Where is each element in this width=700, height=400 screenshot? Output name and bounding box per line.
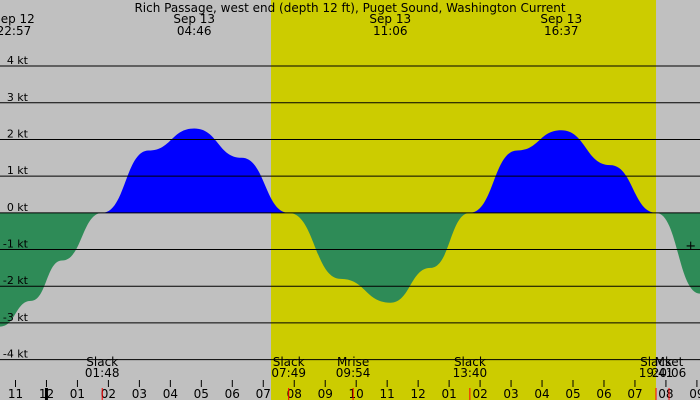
hour-label: 04 (534, 387, 549, 400)
extreme-time: 11:06 (373, 24, 408, 38)
event-name: Mrise (337, 355, 369, 369)
y-tick-label: 0 kt (7, 201, 29, 214)
ebb-area (0, 212, 103, 327)
event-time: 01:48 (85, 366, 120, 380)
event-time: 09:54 (336, 366, 371, 380)
event-name: Slack (86, 355, 118, 369)
extreme-date: Sep 12 (0, 12, 35, 26)
event-time: 19:41 (639, 366, 674, 380)
event-name: Slack (273, 355, 305, 369)
extreme-date: Sep 13 (369, 12, 411, 26)
hour-label: 03 (132, 387, 147, 400)
hour-label: 09 (318, 387, 333, 400)
hour-label: 01 (441, 387, 456, 400)
y-tick-label: 1 kt (7, 164, 29, 177)
current-areas (0, 128, 700, 327)
event-labels: Slack01:48Slack07:49Mrise09:54Slack13:40… (85, 355, 686, 380)
hour-label: 11 (380, 387, 395, 400)
hour-label: 05 (194, 387, 209, 400)
y-tick-label: 3 kt (7, 91, 29, 104)
y-tick-label: 4 kt (7, 54, 29, 67)
y-tick-label: 2 kt (7, 127, 29, 140)
hour-axis: 1112010203040506070809101112010203040506… (8, 380, 700, 400)
event-time: 07:49 (271, 366, 306, 380)
hour-label: 02 (101, 387, 116, 400)
hour-label: 09 (689, 387, 700, 400)
ebb-area (288, 212, 470, 303)
flood-area (102, 128, 289, 213)
event-name: Slack (454, 355, 486, 369)
ebb-area (656, 212, 700, 294)
gridlines (0, 65, 700, 361)
extreme-time: 16:37 (544, 24, 579, 38)
hour-label: 02 (472, 387, 487, 400)
hour-label: 07 (256, 387, 271, 400)
event-time: 20:06 (652, 366, 687, 380)
hour-label: 01 (70, 387, 85, 400)
extreme-date: Sep 13 (173, 12, 215, 26)
hour-label: 06 (596, 387, 611, 400)
cursor-marker: + (685, 239, 696, 254)
y-tick-labels: 4 kt 3 kt 2 kt 1 kt 0 kt -1 kt -2 kt -3 kt -4 kt (3, 54, 29, 361)
flood-area (469, 130, 657, 213)
chart-title: Rich Passage, west end (depth 12 ft), Pu… (134, 1, 565, 15)
y-tick-label: -1 kt (3, 238, 29, 251)
y-tick-label: -4 kt (3, 348, 29, 361)
hour-label: 08 (658, 387, 673, 400)
hour-label: 11 (8, 387, 23, 400)
hour-label: 12 (411, 387, 426, 400)
event-name: Slack (640, 355, 672, 369)
hour-label: 08 (287, 387, 302, 400)
event-name: Mset (655, 355, 684, 369)
extreme-time: 22:57 (0, 24, 31, 38)
hour-label: 03 (503, 387, 518, 400)
y-tick-label: -3 kt (3, 311, 29, 324)
extreme-date: Sep 13 (540, 12, 582, 26)
hour-label: 04 (163, 387, 178, 400)
hour-label: 07 (627, 387, 642, 400)
event-time: 13:40 (453, 366, 488, 380)
hour-label: 06 (225, 387, 240, 400)
hour-label: 05 (565, 387, 580, 400)
hour-label: 10 (349, 387, 364, 400)
y-tick-label: -2 kt (3, 274, 29, 287)
extreme-time: 04:46 (177, 24, 212, 38)
